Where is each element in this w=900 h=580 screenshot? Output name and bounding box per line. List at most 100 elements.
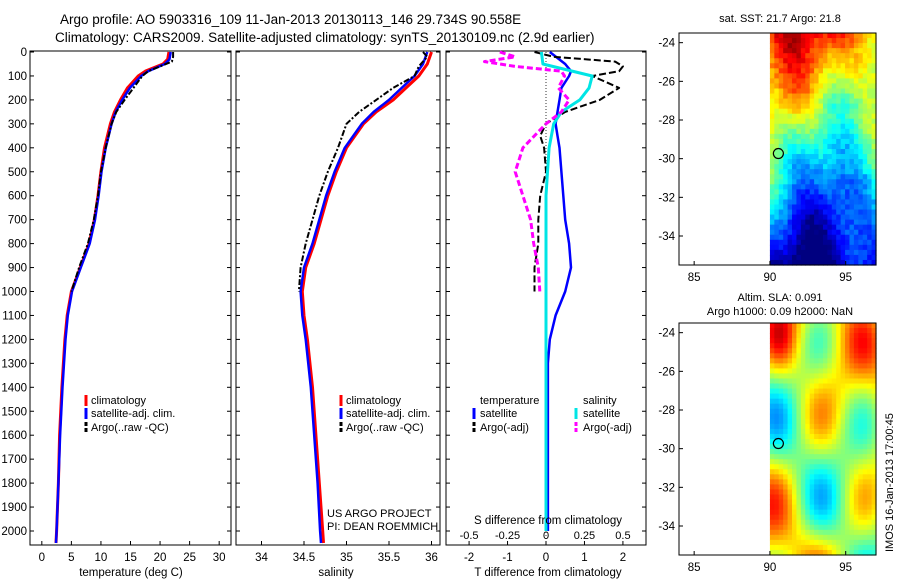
map-cell (845, 403, 851, 410)
map-cell (849, 509, 855, 516)
map-cell (867, 549, 873, 556)
map-cell (845, 118, 851, 125)
map-cell (871, 143, 877, 150)
map-cell (774, 103, 780, 110)
map-cell (862, 418, 868, 425)
map-cell (853, 413, 859, 420)
map-cell (822, 514, 828, 521)
map-cell (827, 48, 833, 54)
map-cell (792, 38, 798, 44)
map-cell (827, 529, 833, 536)
map-cell (800, 509, 806, 516)
map-cell (853, 209, 859, 216)
map-cell (862, 439, 868, 445)
map-cell (840, 363, 846, 369)
temperature-xlabel: temperature (deg C) (79, 567, 183, 579)
map-cell (845, 469, 851, 475)
salinity-satellite-line (299, 51, 429, 544)
map-cell (836, 224, 842, 231)
map-cell (840, 444, 846, 450)
map-cell (805, 184, 811, 190)
map-cell (778, 209, 784, 216)
map-cell (809, 383, 815, 390)
map-cell (787, 534, 793, 541)
map-cell (867, 43, 873, 49)
map-cell (805, 353, 811, 359)
map-cell (822, 259, 828, 266)
map-cell (769, 83, 775, 90)
map-cell (871, 149, 877, 155)
map-cell (836, 454, 842, 460)
map-cell (867, 254, 873, 261)
map-cell (809, 113, 815, 120)
map-cell (836, 519, 842, 526)
x-tick-label: 25 (183, 552, 196, 564)
map-cell (845, 433, 851, 440)
map-y-tick-label: -34 (658, 231, 675, 243)
map-cell (836, 73, 842, 79)
map-cell (778, 449, 784, 455)
map-cell (814, 368, 820, 375)
map-cell (853, 428, 859, 435)
map-cell (853, 403, 859, 410)
map-cell (792, 328, 798, 334)
map-y-tick-label: -26 (658, 366, 675, 378)
map-cell (845, 459, 851, 465)
map-cell (867, 204, 873, 211)
map-cell (778, 164, 784, 170)
map-cell (774, 353, 780, 359)
map-cell (862, 234, 868, 241)
map-cell (871, 118, 877, 125)
map-cell (822, 509, 828, 516)
map-cell (809, 138, 815, 145)
map-cell (858, 184, 864, 190)
map-cell (827, 398, 833, 405)
map-cell (827, 138, 833, 145)
map-cell (783, 78, 789, 85)
map-cell (849, 58, 855, 64)
map-cell (867, 189, 873, 195)
map-cell (862, 454, 868, 460)
map-cell (871, 469, 877, 475)
map-cell (787, 413, 793, 420)
map-cell (862, 138, 868, 145)
map-cell (831, 239, 837, 246)
map-cell (858, 219, 864, 226)
map-cell (867, 539, 873, 546)
map-cell (867, 454, 873, 460)
diff-t-satellite-line (546, 51, 573, 531)
map-cell (787, 469, 793, 475)
map-cell (769, 174, 775, 180)
map-cell (845, 529, 851, 536)
map-cell (836, 108, 842, 115)
map-cell (769, 549, 775, 556)
map-cell (769, 88, 775, 95)
map-cell (800, 149, 806, 155)
map-cell (805, 194, 811, 201)
map-cell (845, 539, 851, 546)
map-cell (858, 43, 864, 49)
map-cell (827, 118, 833, 125)
map-cell (805, 484, 811, 491)
map-cell (853, 58, 859, 64)
map-x-tick-label: 85 (688, 272, 701, 284)
map-cell (827, 373, 833, 380)
map-cell (853, 378, 859, 385)
map-cell (818, 43, 824, 49)
map-cell (818, 383, 824, 390)
map-cell (858, 169, 864, 175)
map-cell (796, 343, 802, 349)
map-cell (787, 133, 793, 140)
map-cell (800, 68, 806, 74)
depth-tick-label: 1700 (1, 454, 27, 466)
map-cell (787, 98, 793, 105)
map-cell (827, 38, 833, 44)
map-cell (787, 234, 793, 241)
map-cell (867, 259, 873, 266)
map-cell (858, 133, 864, 140)
map-cell (805, 108, 811, 115)
map-cell (831, 73, 837, 79)
map-cell (796, 143, 802, 150)
map-cell (769, 48, 775, 54)
map-cell (814, 229, 820, 236)
